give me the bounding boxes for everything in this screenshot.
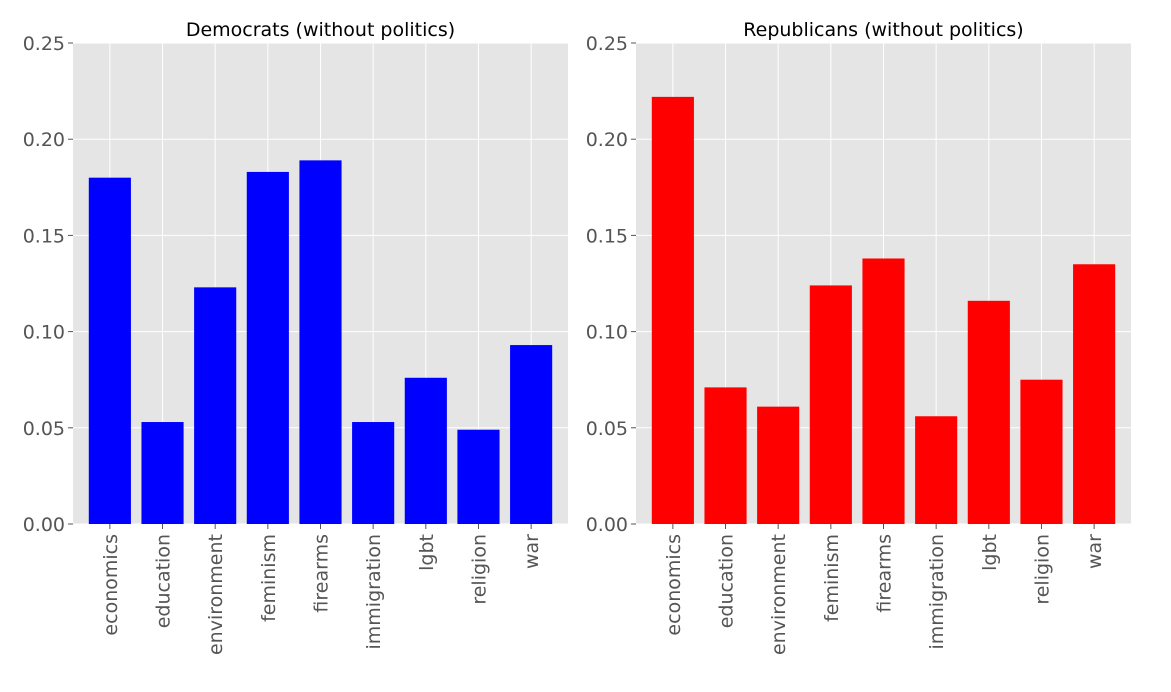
x-axis: economics education environment feminism fir… — [663, 524, 1106, 655]
x-tick-label: environment — [205, 534, 227, 655]
bar-feminism — [246, 171, 289, 524]
x-tick-label: religion — [1031, 534, 1053, 605]
bar-series — [88, 160, 553, 524]
bar-immigration — [352, 422, 395, 524]
x-tick-label: firearms — [311, 534, 333, 613]
bar-economics — [651, 96, 694, 524]
bar-environment — [757, 406, 800, 524]
x-tick-label: environment — [768, 534, 790, 655]
republicans-chart-panel: 0.00 0.05 0.10 0.15 0.20 0.25 economics educat… — [586, 19, 1131, 655]
x-tick-label: economics — [663, 534, 685, 636]
chart-title: Republicans (without politics) — [743, 19, 1023, 41]
bar-lgbt — [967, 300, 1010, 524]
y-tick-label: 0.20 — [586, 129, 628, 151]
bar-firearms — [862, 258, 905, 524]
bar-economics — [88, 177, 131, 524]
y-tick-label: 0.10 — [586, 322, 628, 344]
x-tick-label: lgbt — [979, 534, 1001, 571]
bar-education — [704, 387, 747, 524]
bar-lgbt — [404, 377, 447, 524]
y-tick-label: 0.00 — [586, 514, 628, 536]
bar-feminism — [809, 285, 852, 524]
bar-war — [1073, 264, 1116, 524]
y-tick-label: 0.15 — [586, 225, 628, 247]
x-tick-label: war — [521, 534, 543, 569]
y-tick-label: 0.00 — [23, 514, 65, 536]
y-tick-label: 0.15 — [23, 225, 65, 247]
chart-title: Democrats (without politics) — [186, 19, 455, 41]
x-tick-label: economics — [100, 534, 122, 636]
x-axis: economics education environment feminism fir… — [100, 524, 543, 655]
x-tick-label: religion — [468, 534, 490, 605]
bar-religion — [1020, 379, 1063, 524]
bar-war — [510, 345, 553, 524]
y-axis: 0.00 0.05 0.10 0.15 0.20 0.25 — [23, 33, 73, 536]
y-tick-label: 0.05 — [586, 418, 628, 440]
y-tick-label: 0.25 — [23, 33, 65, 55]
bar-religion — [457, 429, 500, 524]
x-tick-label: firearms — [874, 534, 896, 613]
x-tick-label: lgbt — [416, 534, 438, 571]
x-tick-label: education — [716, 534, 738, 628]
y-tick-label: 0.05 — [23, 418, 65, 440]
x-tick-label: feminism — [821, 534, 843, 622]
y-axis: 0.00 0.05 0.10 0.15 0.20 0.25 — [586, 33, 636, 536]
bar-education — [141, 422, 184, 524]
y-tick-label: 0.20 — [23, 129, 65, 151]
x-tick-label: education — [153, 534, 175, 628]
y-tick-label: 0.25 — [586, 33, 628, 55]
x-tick-label: immigration — [926, 534, 948, 649]
bar-series — [651, 96, 1116, 524]
x-tick-label: immigration — [363, 534, 385, 649]
x-tick-label: feminism — [258, 534, 280, 622]
x-tick-label: war — [1084, 534, 1106, 569]
bar-immigration — [915, 416, 958, 524]
y-tick-label: 0.10 — [23, 322, 65, 344]
bar-environment — [194, 287, 237, 524]
democrats-chart-panel: 0.00 0.05 0.10 0.15 0.20 0.25 economics educat… — [23, 19, 568, 655]
bar-firearms — [299, 160, 342, 524]
